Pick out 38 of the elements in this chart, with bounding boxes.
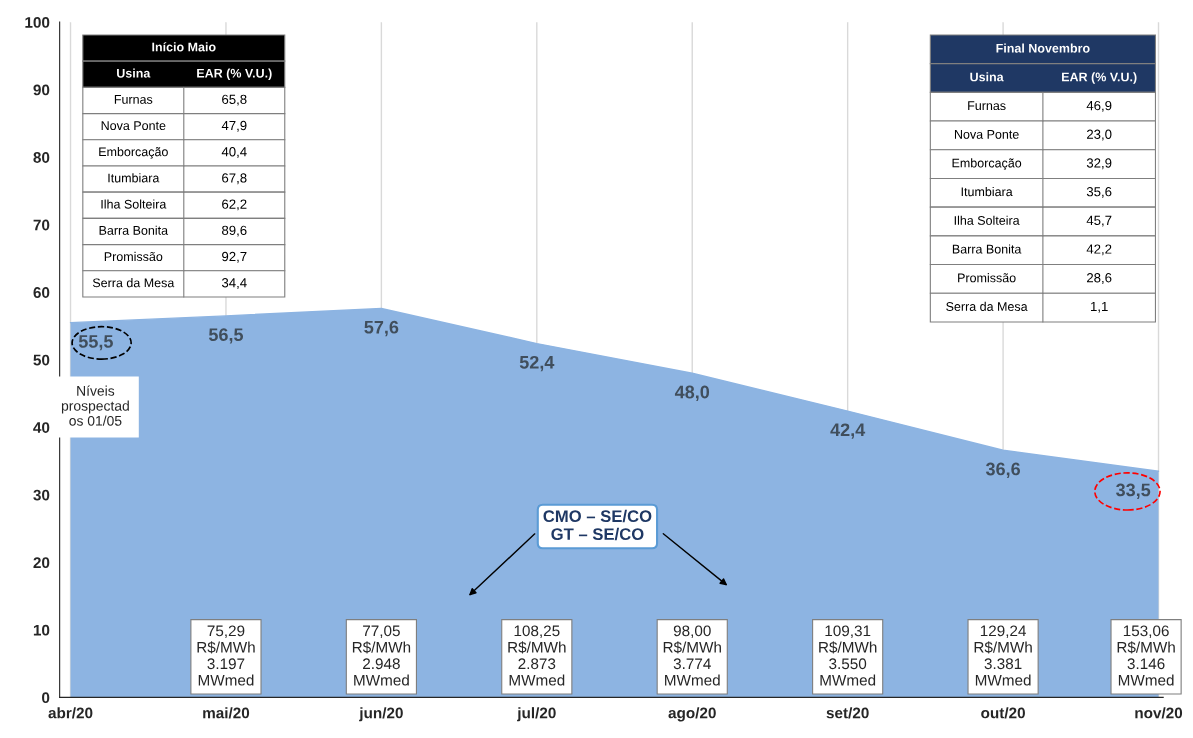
y-tick-label: 0 [42,692,50,704]
annotation: 109,31 R$/MWh 3.550 MWmed [819,625,877,686]
data-label: 48,0 [674,385,710,401]
x-tick-label: out/20 [981,707,1025,719]
y-tick-label: 100 [25,17,50,28]
text: Início Maio Usina EAR (% V.U.) Furnas 65,8 Nova Ponte 47,9 Emborcação 40,4 Itumbiara 67,8 Ilha Solteira 62,2 Barra Bonita 89,6 Promissão 92,7 Serra da Mesa 34,4 [92,42,272,289]
x-tick-label: jul/20 [517,707,556,722]
y-tick-label: 40 [33,422,50,433]
y-tick-label: 30 [33,489,50,501]
x-tick-label: jun/20 [359,707,403,722]
text: Final Novembro Usina EAR (% V.U.) Furnas 46,9 Nova Ponte 23,0 Emborcação 32,9 Itumbiara 35,6 Ilha Solteira 45,7 Barra Bonita 42,2 Promissão 28,6 Serra da Mesa 1,1 [946,43,1137,313]
annotation: 77,05 R$/MWh 2.948 MWmed [352,625,411,686]
data-label: 55,5 [78,335,113,351]
x-tick-label: set/20 [826,707,869,719]
y-tick-label: 90 [33,84,50,96]
annotation: Níveis prospectad os 01/05 [61,385,129,426]
annotation: CMO – SE/CO GT – SE/CO [543,509,652,541]
x-tick-label: nov/20 [1135,707,1183,719]
data-label: 52,4 [519,355,555,372]
annotation: 129,24 R$/MWh 3.381 MWmed [974,625,1032,686]
data-label: 36,6 [985,462,1021,478]
data-label: 33,5 [1116,483,1151,499]
annotation: 108,25 R$/MWh 2.873 MWmed [508,625,566,686]
y-tick-label: 70 [33,219,50,231]
y-tick-label: 50 [33,354,50,366]
y-tick-label: 20 [33,557,50,569]
y-tick-label: 80 [33,152,50,163]
annotation: 153,06 R$/MWh 3.146 MWmed [1117,625,1175,686]
data-label: 57,6 [364,320,399,337]
y-tick-label: 10 [33,624,50,636]
x-tick-label: mai/20 [203,707,250,719]
annotation: 75,29 R$/MWh 3.197 MWmed [197,625,255,686]
x-tick-label: abr/20 [48,707,93,719]
x-tick-label: ago/20 [668,707,716,722]
data-label: 42,4 [830,423,866,439]
data-label: 56,5 [208,328,244,344]
y-tick-label: 60 [33,287,50,298]
annotation: 98,00 R$/MWh 3.774 MWmed [663,625,721,686]
